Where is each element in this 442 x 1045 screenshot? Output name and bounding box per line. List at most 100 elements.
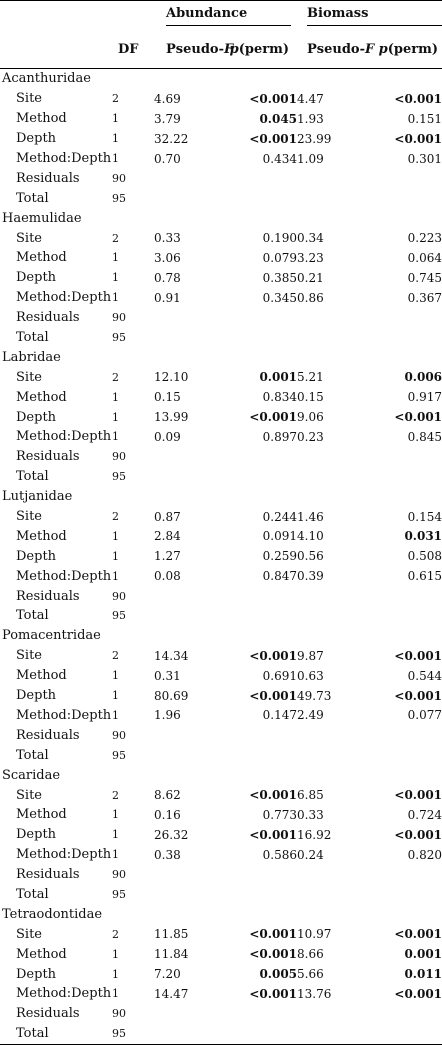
term-cell: Method xyxy=(16,111,67,127)
term-cell: Residuals xyxy=(16,310,80,326)
term-cell: Site xyxy=(16,230,42,246)
biomass-pseudo-f-cell: 1.93 xyxy=(297,111,324,126)
biomass-p-cell: 0.301 xyxy=(407,151,442,166)
table-row: Depth 1 26.32 <0.001 16.92 <0.001 xyxy=(0,825,442,845)
biomass-p-cell: <0.001 xyxy=(394,788,442,802)
df-cell: 1 xyxy=(112,848,119,862)
term-cell: Total xyxy=(16,608,49,624)
family-name: Pomacentridae xyxy=(2,628,101,644)
df-cell: 95 xyxy=(112,748,126,762)
df-cell: 1 xyxy=(112,271,119,285)
biomass-pseudo-f-cell xyxy=(297,606,372,626)
biomass-pseudo-f-cell: 5.66 xyxy=(297,967,324,982)
abundance-p-cell: <0.001 xyxy=(249,827,298,842)
table-row: Total 95 xyxy=(0,328,442,348)
df-cell: 95 xyxy=(112,331,126,345)
biomass-p-cell: <0.001 xyxy=(394,927,442,942)
abundance-pseudo-f-cell: 0.78 xyxy=(154,270,181,285)
biomass-pseudo-f-cell: 0.33 xyxy=(297,807,324,822)
df-cell: 1 xyxy=(112,529,119,543)
abundance-pseudo-f-cell xyxy=(154,725,229,745)
abundance-p-cell: <0.001 xyxy=(249,688,298,703)
column-group-header: Abundance Biomass xyxy=(0,0,442,32)
biomass-pseudo-f-cell: 1.46 xyxy=(297,509,324,524)
df-cell: 1 xyxy=(112,291,119,305)
df-cell: 90 xyxy=(112,171,126,185)
abundance-p-cell xyxy=(229,168,297,188)
df-cell: 1 xyxy=(112,569,119,583)
term-cell: Method:Depth xyxy=(16,290,112,306)
biomass-p-cell: <0.001 xyxy=(394,827,442,842)
abundance-pseudo-f-cell: 11.84 xyxy=(154,947,189,962)
table-row: Method 1 2.84 0.091 4.10 0.031 xyxy=(0,526,442,546)
biomass-p-cell xyxy=(372,1004,442,1024)
biomass-pseudo-f-cell: 1.09 xyxy=(297,151,324,166)
abundance-pseudo-f-cell: 26.32 xyxy=(154,827,189,842)
abundance-pseudo-f-cell: 0.31 xyxy=(154,668,181,683)
table-row: Total 95 xyxy=(0,467,442,487)
df-cell: 95 xyxy=(112,609,126,623)
table-row: Depth 1 13.99 <0.001 9.06 <0.001 xyxy=(0,407,442,427)
biomass-pseudo-f-cell: 8.66 xyxy=(297,947,324,962)
biomass-pseudo-f-cell xyxy=(297,1004,372,1024)
biomass-p-cell xyxy=(372,168,442,188)
abundance-p-cell: 0.244 xyxy=(262,509,298,524)
table-row: Total 95 xyxy=(0,885,442,905)
header-blank xyxy=(112,1,154,32)
df-cell: 1 xyxy=(112,410,119,424)
abundance-pseudo-f-cell: 2.84 xyxy=(154,529,181,544)
df-cell: 1 xyxy=(112,967,119,981)
abundance-pseudo-f-cell: 3.06 xyxy=(154,250,181,265)
biomass-header: Biomass xyxy=(297,1,442,32)
biomass-pseudo-f-cell xyxy=(297,188,372,208)
term-cell: Site xyxy=(16,91,42,107)
df-cell: 1 xyxy=(112,669,119,683)
biomass-pseudo-f-cell: 0.34 xyxy=(297,231,324,246)
abundance-p-cell: 0.773 xyxy=(262,807,298,822)
table-row: Site 2 0.87 0.244 1.46 0.154 xyxy=(0,507,442,527)
biomass-pseudo-f-cell: 0.86 xyxy=(297,290,324,305)
term-cell: Total xyxy=(16,747,49,763)
abundance-pseudo-f-cell xyxy=(154,745,229,765)
biomass-p-cell: 0.011 xyxy=(404,967,442,982)
table-row: Total 95 xyxy=(0,1023,442,1045)
abundance-pseudo-f-cell xyxy=(154,1023,229,1045)
term-cell: Site xyxy=(16,369,42,385)
abundance-pseudo-f-cell: 1.96 xyxy=(154,708,181,723)
term-cell: Depth xyxy=(16,131,57,147)
table-row: Depth 1 0.78 0.385 0.21 0.745 xyxy=(0,268,442,288)
abundance-pseudo-f-header: Pseudo-F xyxy=(154,31,233,69)
abundance-p-cell: 0.190 xyxy=(262,231,298,246)
abundance-p-cell: 0.691 xyxy=(262,668,298,683)
biomass-p-cell: 0.544 xyxy=(407,668,442,683)
header-blank xyxy=(0,1,112,32)
biomass-underline xyxy=(307,25,442,26)
biomass-pseudo-f-cell xyxy=(297,745,372,765)
family-name: Tetraodontidae xyxy=(2,906,103,922)
family-name: Haemulidae xyxy=(2,210,82,226)
abundance-pseudo-f-cell: 3.79 xyxy=(154,111,181,126)
df-cell: 90 xyxy=(112,450,126,464)
term-cell: Total xyxy=(16,469,49,485)
abundance-p-cell: 0.847 xyxy=(262,569,298,584)
table-row: Site 2 0.33 0.190 0.34 0.223 xyxy=(0,228,442,248)
biomass-pseudo-f-cell xyxy=(297,885,372,905)
biomass-p-cell: 0.845 xyxy=(407,429,442,444)
term-cell: Depth xyxy=(16,966,57,982)
term-cell: Method:Depth xyxy=(16,568,112,584)
abundance-pseudo-f-cell xyxy=(154,447,229,467)
abundance-pseudo-f-cell: 1.27 xyxy=(154,549,181,564)
biomass-p-cell: 0.151 xyxy=(407,111,442,126)
abundance-p-cell: 0.005 xyxy=(259,967,298,982)
table-row: Residuals 90 xyxy=(0,308,442,328)
abundance-p-cell: <0.001 xyxy=(249,986,298,1001)
family-row: Tetraodontidae xyxy=(0,904,442,924)
abundance-pseudo-f-cell: 32.22 xyxy=(154,131,189,146)
abundance-p-cell xyxy=(229,308,297,328)
abundance-pseudo-f-cell xyxy=(154,328,229,348)
df-cell: 1 xyxy=(112,112,119,126)
abundance-pseudo-f-cell: 0.70 xyxy=(154,151,181,166)
abundance-p-cell xyxy=(229,467,297,487)
family-row: Haemulidae xyxy=(0,208,442,228)
